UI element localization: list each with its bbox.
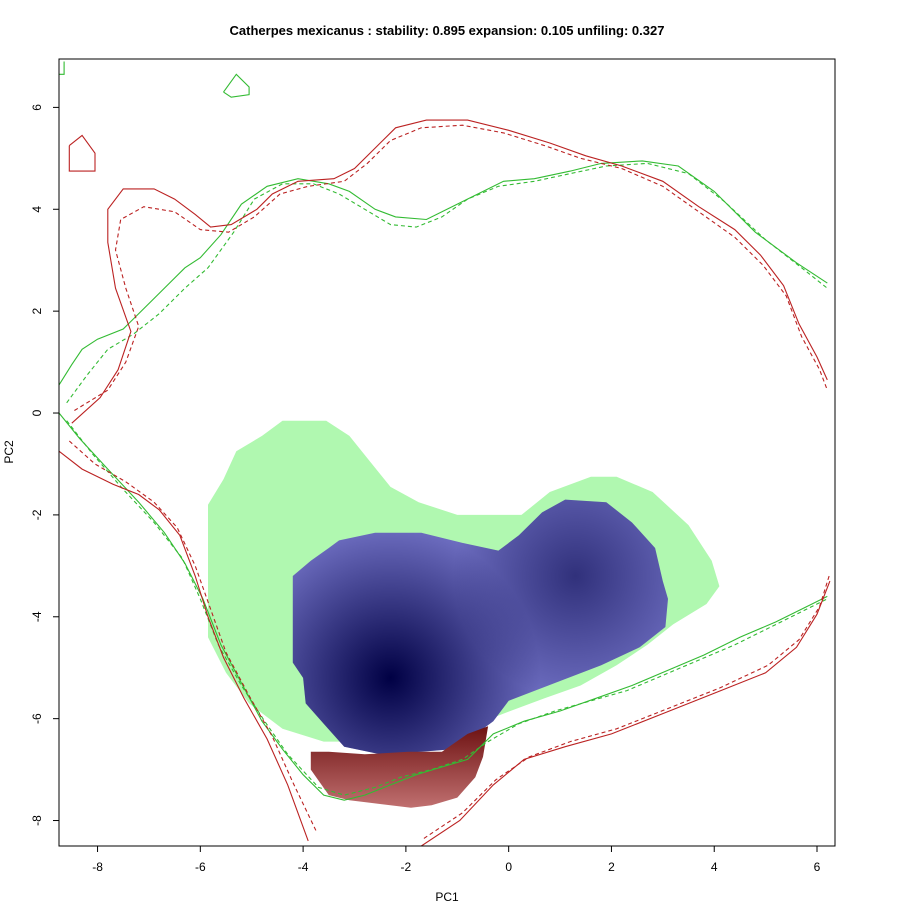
x-tick-label: -4 — [298, 860, 309, 874]
x-tick-label: 6 — [814, 860, 821, 874]
green-dashed-contour — [66, 162, 828, 404]
x-axis: -8 -6 -4 -2 0 2 4 6 — [92, 845, 821, 874]
plot-area — [59, 61, 831, 846]
red-dashed-contour — [68, 440, 317, 831]
red-solid-contour — [420, 580, 831, 846]
red-solid-contour — [68, 134, 96, 172]
red-dashed-contour — [74, 124, 828, 411]
y-tick-label: -4 — [30, 611, 44, 622]
x-tick-label: 4 — [711, 860, 718, 874]
x-tick-label: -8 — [92, 860, 103, 874]
green-solid-contour — [59, 412, 828, 801]
invaded-only-region — [310, 726, 489, 808]
x-tick-label: 2 — [608, 860, 615, 874]
y-tick-label: 4 — [30, 206, 44, 213]
x-tick-label: -2 — [401, 860, 412, 874]
y-tick-label: -8 — [30, 815, 44, 826]
overlap-density-peak — [292, 499, 668, 755]
contour-lines — [59, 61, 831, 846]
y-tick-label: 0 — [30, 409, 44, 416]
red-solid-contour — [71, 119, 828, 424]
overlap-region — [292, 499, 668, 755]
y-tick-label: -2 — [30, 509, 44, 520]
y-tick-label: -6 — [30, 713, 44, 724]
y-axis: -8 -6 -4 -2 0 2 4 6 — [30, 104, 60, 826]
red-dashed-contour — [423, 573, 831, 839]
x-tick-label: 0 — [505, 860, 512, 874]
green-dashed-contour — [66, 420, 828, 796]
y-tick-label: 2 — [30, 307, 44, 314]
chart-title: Catherpes mexicanus : stability: 0.895 e… — [230, 23, 665, 38]
x-tick-label: -6 — [195, 860, 206, 874]
green-solid-contour — [59, 61, 65, 75]
red-solid-contour — [59, 450, 309, 842]
green-solid-contour — [59, 160, 828, 386]
y-axis-label: PC2 — [2, 440, 16, 464]
y-tick-label: 6 — [30, 104, 44, 111]
green-solid-contour — [223, 73, 250, 98]
x-axis-label: PC1 — [435, 890, 459, 904]
